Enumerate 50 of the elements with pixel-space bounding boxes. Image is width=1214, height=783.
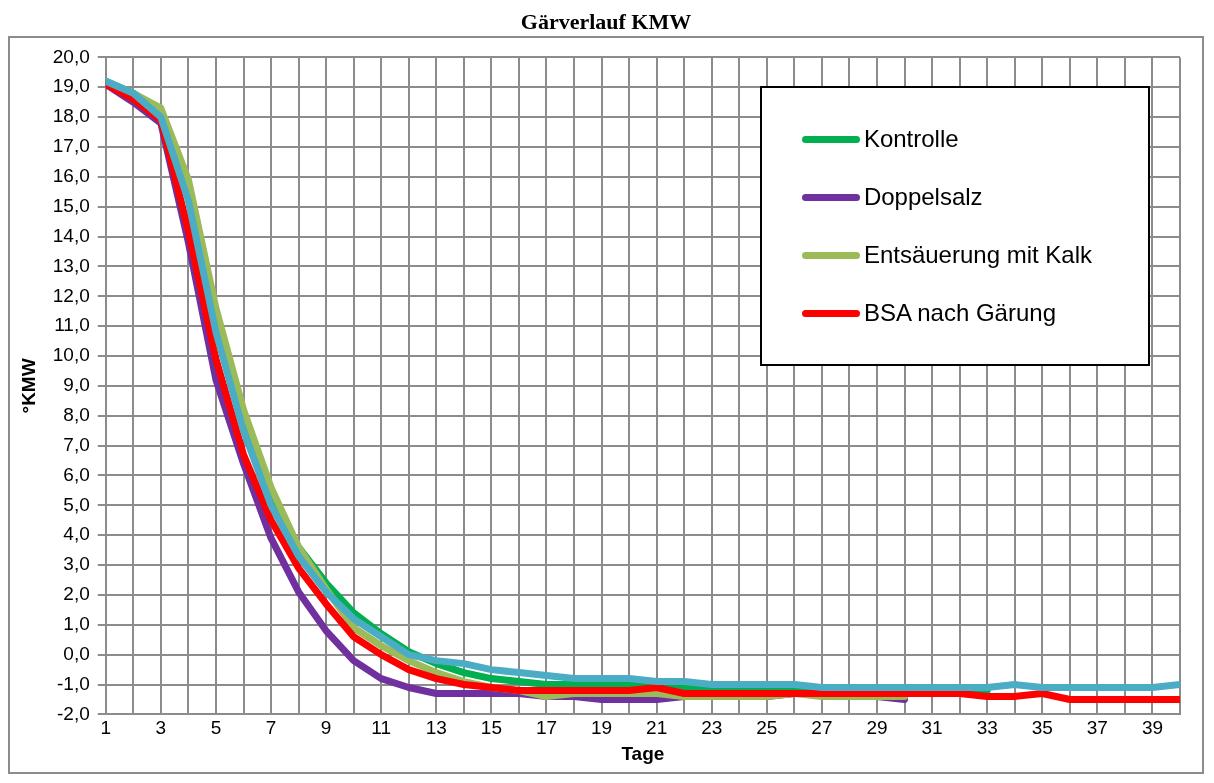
chart-title: Gärverlauf KMW bbox=[519, 8, 693, 36]
y-tick-label: 4,0 bbox=[63, 523, 90, 545]
legend-label: Kontrolle bbox=[863, 125, 959, 153]
legend-label: Entsäuerung mit Kalk bbox=[863, 241, 1092, 269]
y-tick-label: 15,0 bbox=[52, 194, 90, 216]
y-tick-label: 18,0 bbox=[52, 105, 90, 127]
y-tick-label: 14,0 bbox=[52, 224, 90, 246]
x-tick-label: 13 bbox=[425, 717, 447, 739]
y-tick-label: 13,0 bbox=[52, 254, 90, 276]
legend-label: BSA nach Gärung bbox=[863, 299, 1057, 327]
x-tick-label: 21 bbox=[646, 717, 668, 739]
x-tick-label: 25 bbox=[756, 717, 778, 739]
y-tick-label: 1,0 bbox=[63, 613, 90, 635]
y-tick-label: 9,0 bbox=[63, 374, 90, 396]
y-tick-label: 7,0 bbox=[63, 433, 90, 455]
y-tick-label: 20,0 bbox=[52, 45, 90, 67]
y-tick-label: -1,0 bbox=[57, 672, 90, 694]
x-tick-label: 19 bbox=[591, 717, 613, 739]
x-tick-label: 39 bbox=[1141, 717, 1164, 739]
x-tick-label: 29 bbox=[866, 717, 888, 739]
x-tick-label: 33 bbox=[976, 717, 998, 739]
x-tick-label: 5 bbox=[210, 717, 222, 739]
x-tick-label: 11 bbox=[371, 717, 392, 739]
y-tick-label: 17,0 bbox=[52, 135, 90, 157]
x-axis-title: Tage bbox=[621, 742, 665, 764]
legend-label: Doppelsalz bbox=[863, 183, 983, 211]
y-tick-label: 12,0 bbox=[52, 284, 90, 306]
y-tick-label: 10,0 bbox=[52, 344, 90, 366]
x-tick-label: 23 bbox=[701, 717, 723, 739]
x-tick-label: 17 bbox=[535, 717, 558, 739]
y-tick-label: 11,0 bbox=[54, 314, 90, 336]
y-tick-label: 2,0 bbox=[63, 583, 90, 605]
y-tick-label: 6,0 bbox=[63, 463, 90, 485]
y-tick-label: 3,0 bbox=[63, 553, 90, 575]
y-tick-label: 8,0 bbox=[63, 404, 90, 425]
x-tick-label: 37 bbox=[1086, 717, 1108, 739]
y-axis-title: °KMW bbox=[17, 358, 39, 414]
y-tick-label: 19,0 bbox=[52, 75, 90, 97]
x-tick-label: 31 bbox=[921, 717, 943, 739]
y-tick-label: -2,0 bbox=[57, 702, 90, 724]
x-tick-label: 1 bbox=[100, 717, 112, 739]
x-tick-label: 15 bbox=[480, 717, 502, 739]
x-tick-label: 35 bbox=[1031, 717, 1053, 739]
x-tick-label: 9 bbox=[320, 717, 332, 739]
x-tick-label: 27 bbox=[811, 717, 833, 739]
x-tick-label: 7 bbox=[265, 717, 277, 739]
y-tick-label: 0,0 bbox=[63, 642, 90, 664]
y-tick-label: 5,0 bbox=[63, 493, 90, 515]
x-tick-label: 3 bbox=[155, 717, 167, 739]
y-tick-label: 16,0 bbox=[52, 165, 90, 187]
